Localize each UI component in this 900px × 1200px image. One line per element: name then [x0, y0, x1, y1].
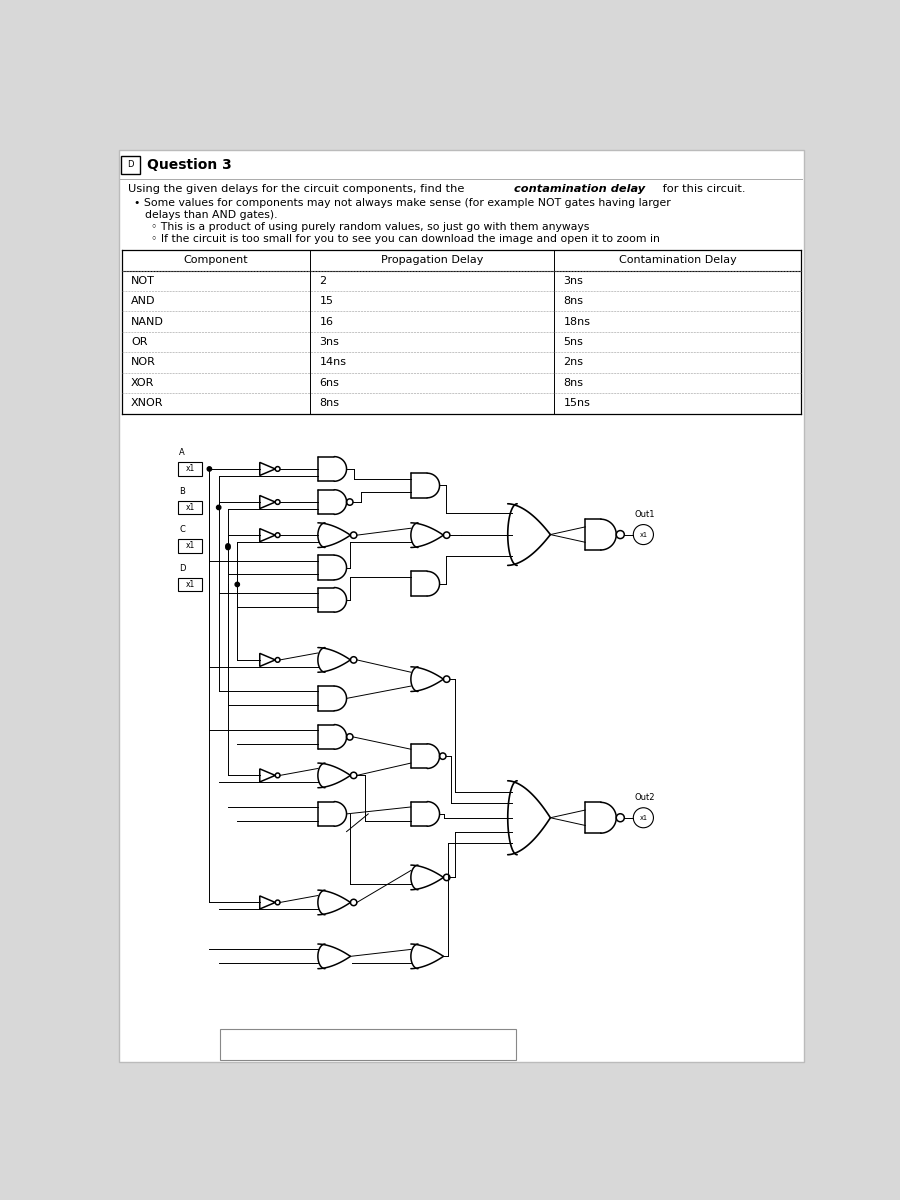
Text: Question 3: Question 3 [148, 157, 232, 172]
Text: delays than AND gates).: delays than AND gates). [145, 210, 277, 220]
Text: 15: 15 [320, 296, 333, 306]
Text: for this circuit.: for this circuit. [659, 184, 745, 193]
Text: 2ns: 2ns [563, 358, 583, 367]
Text: 2: 2 [320, 276, 327, 286]
Text: ◦ This is a product of using purely random values, so just go with them anyways: ◦ This is a product of using purely rand… [151, 222, 590, 232]
Text: 3ns: 3ns [563, 276, 583, 286]
Text: NOR: NOR [131, 358, 156, 367]
Text: NOT: NOT [131, 276, 155, 286]
Text: B: B [179, 487, 185, 496]
FancyBboxPatch shape [178, 500, 202, 515]
Text: A: A [179, 448, 184, 457]
FancyBboxPatch shape [178, 539, 202, 553]
Circle shape [217, 505, 220, 510]
Text: Component: Component [184, 256, 248, 265]
Text: D: D [127, 161, 133, 169]
Text: C: C [179, 526, 185, 534]
Text: x1: x1 [185, 464, 194, 474]
Circle shape [226, 545, 230, 550]
Text: Contamination Delay: Contamination Delay [618, 256, 736, 265]
FancyBboxPatch shape [178, 577, 202, 592]
Text: Propagation Delay: Propagation Delay [381, 256, 483, 265]
Text: x1: x1 [639, 815, 647, 821]
Text: OR: OR [131, 337, 148, 347]
FancyBboxPatch shape [178, 462, 202, 476]
Text: x1: x1 [185, 541, 194, 551]
Text: Using the given delays for the circuit components, find the: Using the given delays for the circuit c… [128, 184, 468, 193]
Text: AND: AND [131, 296, 156, 306]
Text: 15ns: 15ns [563, 398, 590, 408]
Text: Out2: Out2 [634, 793, 655, 803]
Text: 16: 16 [320, 317, 333, 326]
Text: Out1: Out1 [634, 510, 655, 520]
Text: 6ns: 6ns [320, 378, 339, 388]
FancyBboxPatch shape [121, 156, 140, 174]
Circle shape [226, 544, 230, 548]
Text: XNOR: XNOR [131, 398, 164, 408]
Text: 8ns: 8ns [563, 378, 583, 388]
Text: x1: x1 [185, 503, 194, 512]
Text: contamination delay: contamination delay [514, 184, 645, 193]
FancyBboxPatch shape [220, 1028, 517, 1060]
Text: 5ns: 5ns [563, 337, 583, 347]
Text: XOR: XOR [131, 378, 155, 388]
Circle shape [235, 582, 239, 587]
Text: 8ns: 8ns [320, 398, 339, 408]
Text: 3ns: 3ns [320, 337, 339, 347]
Text: ◦ If the circuit is too small for you to see you can download the image and open: ◦ If the circuit is too small for you to… [151, 234, 660, 245]
Text: x1: x1 [639, 532, 647, 538]
Text: D: D [179, 564, 185, 572]
Circle shape [207, 467, 211, 472]
Text: • Some values for components may not always make sense (for example NOT gates ha: • Some values for components may not alw… [134, 198, 671, 208]
Text: 18ns: 18ns [563, 317, 590, 326]
Text: x1: x1 [185, 580, 194, 589]
Text: 8ns: 8ns [563, 296, 583, 306]
Text: 14ns: 14ns [320, 358, 346, 367]
FancyBboxPatch shape [119, 150, 804, 1062]
Text: NAND: NAND [131, 317, 164, 326]
